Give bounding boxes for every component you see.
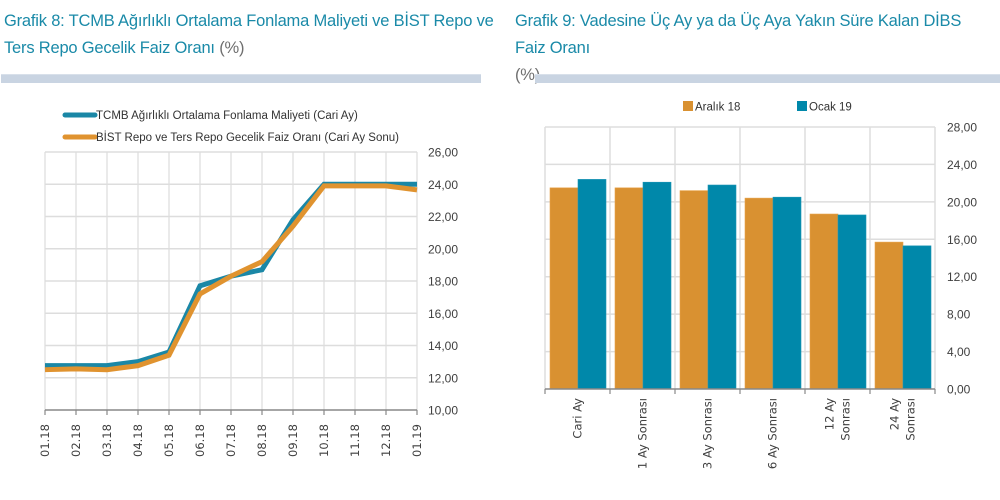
chart8-x-tick-label: 11.18 [348,424,362,457]
chart8-y-tick-label: 20,00 [428,242,458,256]
chart9-bar-aralik18 [744,197,774,390]
chart9-bar-ocak19 [772,196,802,390]
chart9-x-tick-label: Sonrası [839,398,853,441]
chart8-x-tick-label: 10.18 [317,424,331,457]
chart9-title: Grafik 9: Vadesine Üç Ay ya da Üç Aya Ya… [515,8,995,89]
chart8-x-tick-label: 01.19 [410,424,424,457]
chart9-y-tick-label: 4,00 [947,345,971,359]
chart9-y-tick-label: 12,00 [947,270,977,284]
chart9-bar-aralik18 [679,190,709,390]
chart9-header-rule [535,74,1000,83]
chart8-y-tick-label: 12,00 [428,371,458,385]
chart9-x-tick-label-group: 1 Ay Sonrası [636,398,650,469]
chart9-title-text: Grafik 9: Vadesine Üç Ay ya da Üç Aya Ya… [515,12,962,57]
chart9-title-unit: (%) [515,66,541,84]
chart8-x-tick-label: 06.18 [193,424,207,457]
chart9-y-tick-label: 0,00 [947,383,971,397]
chart8-legend-label: BİST Repo ve Ters Repo Gecelik Faiz Oran… [96,131,399,144]
chart8-x-tick-label: 01.18 [38,424,52,457]
chart8-title: Grafik 8: TCMB Ağırlıklı Ortalama Fonlam… [4,8,494,62]
chart8-legend-label: TCMB Ağırlıklı Ortalama Fonlama Maliyeti… [96,110,358,122]
chart9-y-tick-label: 16,00 [947,233,977,247]
chart9-legend-label: Ocak 19 [809,102,852,114]
chart9-bar-aralik18 [874,241,904,390]
chart8-title-text: Grafik 8: TCMB Ağırlıklı Ortalama Fonlam… [4,12,494,57]
chart9-legend-swatch [683,101,693,111]
chart9-legend-label: Aralık 18 [695,102,740,114]
chart8-x-tick-label: 09.18 [286,424,300,457]
chart8-x-tick-label: 02.18 [69,424,83,457]
chart9-y-tick-label: 24,00 [947,158,977,172]
chart9-bar-ocak19 [577,179,607,390]
chart9-bar-aralik18 [549,187,579,390]
chart8-x-tick-label: 04.18 [131,424,145,457]
chart8-y-tick-label: 14,00 [428,339,458,353]
chart8-y-tick-label: 18,00 [428,275,458,289]
chart8-x-tick-label: 05.18 [162,424,176,457]
chart8-line-chart: 26,00 24,00 22,00 20,00 18,00 16,00 14,00 12,00… [38,110,458,457]
chart9-x-tick-label-group: Cari Ay [571,398,585,439]
chart8-x-tick-label: 12.18 [379,424,393,457]
chart9-x-tick-label: 1 Ay Sonrası [636,398,650,469]
chart9-bar-aralik18 [809,213,839,390]
chart8-header-rule [1,74,481,83]
chart8-series-line-bist [44,183,418,373]
chart9-bar-ocak19 [837,214,867,390]
chart9-x-tick-label-group: 12 Ay Sonrası [823,398,853,441]
chart9-y-tick-label: 8,00 [947,308,971,322]
chart9-x-tick-label: Cari Ay [571,398,585,439]
chart8-x-tick-label: 03.18 [100,424,114,457]
chart9-bar-ocak19 [902,245,932,390]
chart9-x-tick-label: 12 Ay [823,398,837,430]
chart9-x-tick-label: 24 Ay [888,398,902,430]
chart8-x-tick-label: 07.18 [224,424,238,457]
chart8-x-tick-label: 08.18 [255,424,269,457]
chart9-x-tick-label-group: 6 Ay Sonrası [766,398,780,469]
chart8-y-tick-label: 22,00 [428,210,458,224]
chart9-bar-ocak19 [642,181,672,390]
chart8-y-tick-label: 26,00 [428,146,458,160]
chart9-x-tick-label: 6 Ay Sonrası [766,398,780,469]
chart9-bar-ocak19 [707,184,737,390]
chart9-x-tick-label: Sonrası [904,398,918,441]
chart8-y-tick-label: 16,00 [428,307,458,321]
chart9-legend-swatch [797,101,807,111]
chart9-y-tick-label: 28,00 [947,121,977,135]
chart9-bar-aralik18 [614,187,644,390]
chart8-y-tick-label: 24,00 [428,178,458,192]
chart9-y-tick-label: 20,00 [947,195,977,209]
chart9-x-tick-label-group: 3 Ay Sonrası [701,398,715,469]
chart8-title-unit: (%) [219,39,245,57]
chart9-x-tick-label-group: 24 Ay Sonrası [888,398,918,441]
chart9-x-tick-label: 3 Ay Sonrası [701,398,715,469]
chart8-y-tick-label: 10,00 [428,404,458,418]
